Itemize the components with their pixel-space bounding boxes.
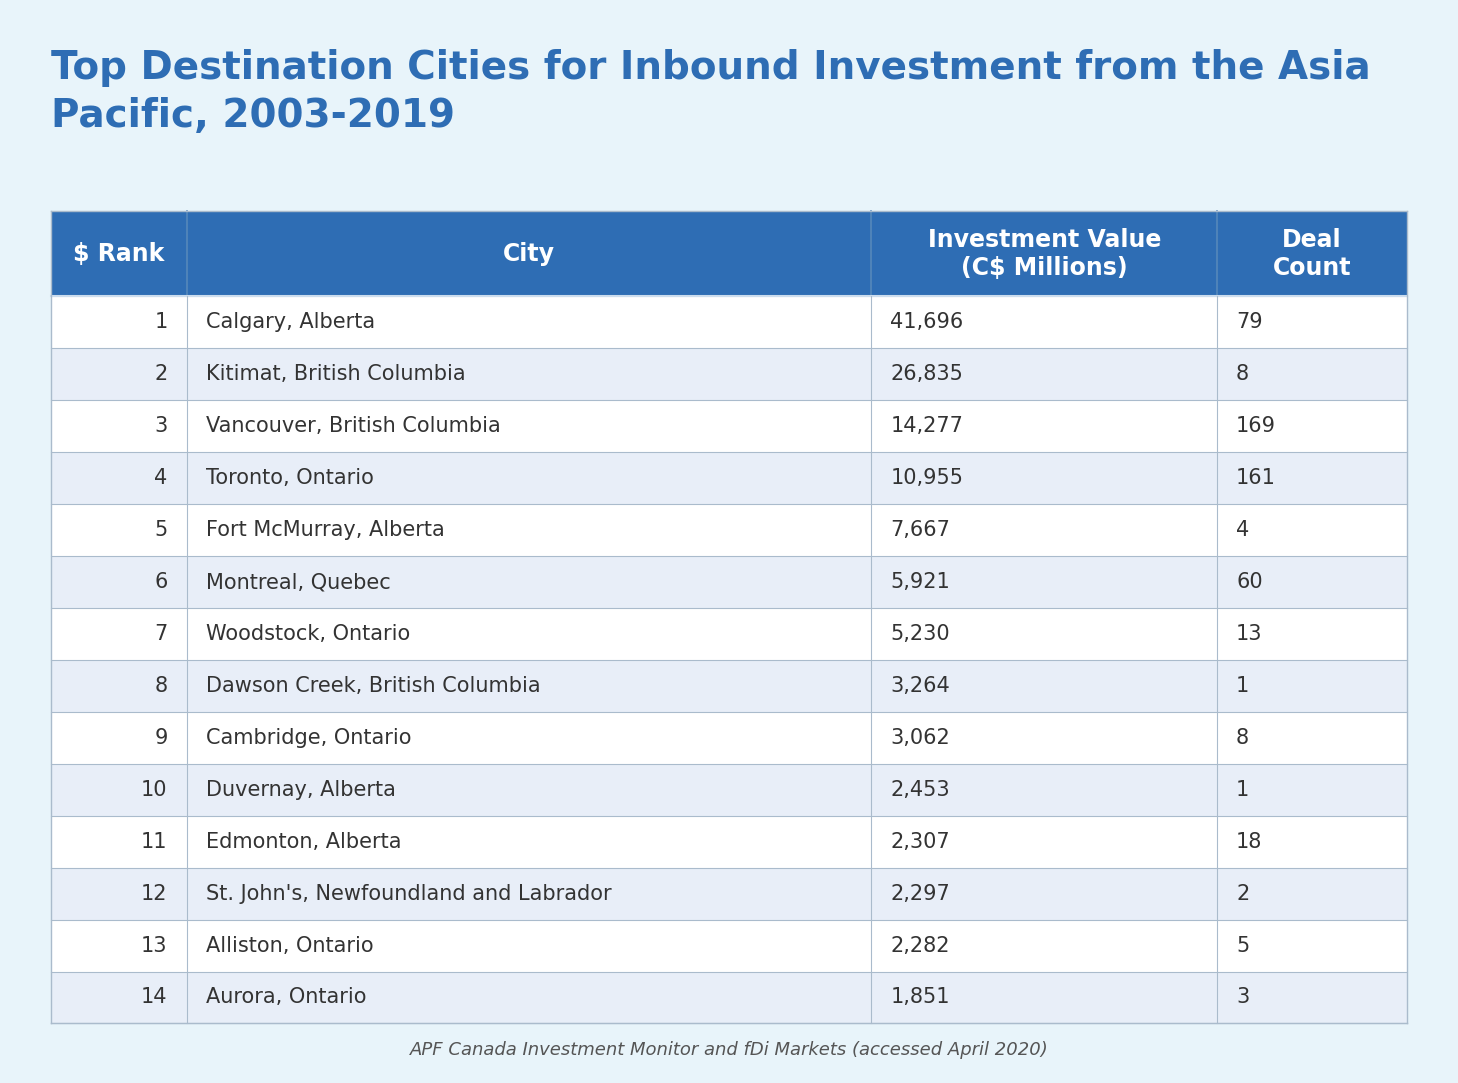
Text: 3,264: 3,264 bbox=[891, 676, 951, 696]
Text: 8: 8 bbox=[1236, 728, 1250, 748]
Text: Woodstock, Ontario: Woodstock, Ontario bbox=[206, 624, 410, 644]
Text: 10,955: 10,955 bbox=[891, 468, 964, 488]
Text: Duvernay, Alberta: Duvernay, Alberta bbox=[206, 780, 395, 799]
Text: 2,282: 2,282 bbox=[891, 936, 949, 955]
Text: St. John's, Newfoundland and Labrador: St. John's, Newfoundland and Labrador bbox=[206, 884, 611, 903]
Text: Fort McMurray, Alberta: Fort McMurray, Alberta bbox=[206, 520, 445, 540]
Text: 13: 13 bbox=[1236, 624, 1263, 644]
Text: 7: 7 bbox=[155, 624, 168, 644]
Text: 1: 1 bbox=[1236, 780, 1250, 799]
Text: 2: 2 bbox=[155, 364, 168, 384]
Text: 41,696: 41,696 bbox=[891, 312, 964, 332]
Text: 161: 161 bbox=[1236, 468, 1276, 488]
Text: 1,851: 1,851 bbox=[891, 988, 949, 1007]
Text: 12: 12 bbox=[141, 884, 168, 903]
Text: Aurora, Ontario: Aurora, Ontario bbox=[206, 988, 366, 1007]
Text: 4: 4 bbox=[155, 468, 168, 488]
Text: 2,297: 2,297 bbox=[891, 884, 951, 903]
Text: Dawson Creek, British Columbia: Dawson Creek, British Columbia bbox=[206, 676, 541, 696]
Text: 8: 8 bbox=[155, 676, 168, 696]
Text: 2,307: 2,307 bbox=[891, 832, 951, 851]
Text: Alliston, Ontario: Alliston, Ontario bbox=[206, 936, 373, 955]
Text: 3: 3 bbox=[155, 416, 168, 436]
Text: 13: 13 bbox=[141, 936, 168, 955]
Text: APF Canada Investment Monitor and fDi Markets (accessed April 2020): APF Canada Investment Monitor and fDi Ma… bbox=[410, 1041, 1048, 1059]
Text: Calgary, Alberta: Calgary, Alberta bbox=[206, 312, 375, 332]
Text: 10: 10 bbox=[141, 780, 168, 799]
Text: 26,835: 26,835 bbox=[891, 364, 964, 384]
Text: Vancouver, British Columbia: Vancouver, British Columbia bbox=[206, 416, 500, 436]
Text: Toronto, Ontario: Toronto, Ontario bbox=[206, 468, 373, 488]
Text: 14: 14 bbox=[141, 988, 168, 1007]
Text: $ Rank: $ Rank bbox=[73, 242, 165, 265]
Text: 5,921: 5,921 bbox=[891, 572, 951, 592]
Text: 79: 79 bbox=[1236, 312, 1263, 332]
Text: Kitimat, British Columbia: Kitimat, British Columbia bbox=[206, 364, 465, 384]
Text: City: City bbox=[503, 242, 555, 265]
Text: 11: 11 bbox=[141, 832, 168, 851]
Text: 7,667: 7,667 bbox=[891, 520, 951, 540]
Text: Montreal, Quebec: Montreal, Quebec bbox=[206, 572, 391, 592]
Text: 3,062: 3,062 bbox=[891, 728, 951, 748]
Text: Cambridge, Ontario: Cambridge, Ontario bbox=[206, 728, 411, 748]
Text: Deal
Count: Deal Count bbox=[1273, 227, 1352, 279]
Text: 1: 1 bbox=[1236, 676, 1250, 696]
Text: 9: 9 bbox=[155, 728, 168, 748]
Text: 5,230: 5,230 bbox=[891, 624, 951, 644]
Text: 2: 2 bbox=[1236, 884, 1250, 903]
Text: 3: 3 bbox=[1236, 988, 1250, 1007]
Text: 5: 5 bbox=[155, 520, 168, 540]
Text: Edmonton, Alberta: Edmonton, Alberta bbox=[206, 832, 401, 851]
Text: Top Destination Cities for Inbound Investment from the Asia
Pacific, 2003-2019: Top Destination Cities for Inbound Inves… bbox=[51, 49, 1371, 135]
Text: 8: 8 bbox=[1236, 364, 1250, 384]
Text: 18: 18 bbox=[1236, 832, 1263, 851]
Text: 169: 169 bbox=[1236, 416, 1276, 436]
Text: 6: 6 bbox=[155, 572, 168, 592]
Text: Investment Value
(C$ Millions): Investment Value (C$ Millions) bbox=[927, 227, 1161, 279]
Text: 5: 5 bbox=[1236, 936, 1250, 955]
Text: 1: 1 bbox=[155, 312, 168, 332]
Text: 4: 4 bbox=[1236, 520, 1250, 540]
Text: 14,277: 14,277 bbox=[891, 416, 964, 436]
Text: 2,453: 2,453 bbox=[891, 780, 951, 799]
Text: 60: 60 bbox=[1236, 572, 1263, 592]
